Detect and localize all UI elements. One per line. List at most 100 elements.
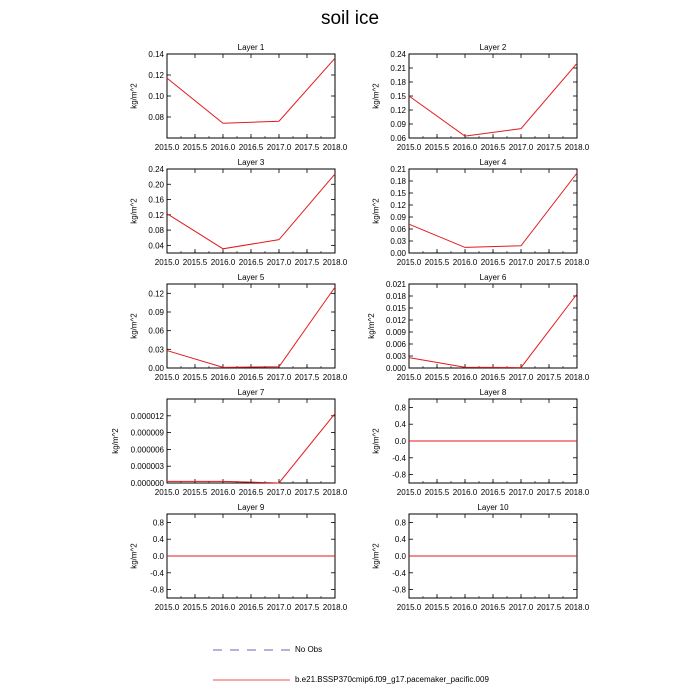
y-tick-label: 0.06 (390, 134, 406, 143)
series-line (408, 293, 578, 369)
x-tick-label: 2015.5 (425, 143, 450, 152)
x-tick-label: 2017.5 (295, 603, 320, 612)
y-tick-label: 0.000 (386, 364, 407, 373)
y-tick-label: 0.06 (390, 225, 406, 234)
y-tick-label: 0.21 (390, 64, 406, 73)
x-tick-label: 2017.0 (509, 373, 534, 382)
x-tick-label: 2017.5 (537, 143, 562, 152)
x-tick-label: 2017.5 (537, 373, 562, 382)
y-tick-label: -0.4 (392, 569, 406, 578)
x-tick-label: 2017.0 (267, 373, 292, 382)
y-tick-label: 0.006 (386, 340, 407, 349)
x-tick-label: 2017.0 (267, 603, 292, 612)
x-tick-label: 2017.5 (537, 488, 562, 497)
x-tick-label: 2015.0 (155, 603, 180, 612)
y-tick-label: 0.21 (390, 165, 406, 174)
x-tick-label: 2018.0 (323, 143, 348, 152)
x-tick-label: 2018.0 (565, 603, 590, 612)
x-tick-label: 2015.0 (397, 143, 422, 152)
series-line (166, 286, 336, 368)
series-line (408, 172, 578, 248)
x-tick-label: 2016.5 (481, 258, 506, 267)
x-tick-label: 2015.5 (183, 488, 208, 497)
y-tick-label: 0.03 (148, 345, 164, 354)
y-axis-label: kg/m^2 (130, 198, 139, 224)
y-tick-label: 0.24 (390, 50, 406, 59)
x-tick-label: 2016.0 (211, 488, 236, 497)
panel-title: Layer 6 (480, 273, 507, 282)
y-tick-label: 0.00 (148, 364, 164, 373)
x-tick-label: 2018.0 (565, 143, 590, 152)
x-tick-label: 2017.5 (295, 488, 320, 497)
plot-frame (408, 283, 578, 369)
y-axis-label: kg/m^2 (111, 428, 120, 454)
x-tick-label: 2017.5 (295, 258, 320, 267)
x-tick-label: 2015.0 (155, 373, 180, 382)
x-tick-label: 2015.0 (397, 603, 422, 612)
x-tick-label: 2016.5 (481, 373, 506, 382)
y-tick-label: 0.24 (148, 165, 164, 174)
x-tick-label: 2015.5 (425, 603, 450, 612)
plot-frame (408, 168, 578, 254)
legend-label-no-obs: No Obs (295, 645, 323, 654)
panel-title: Layer 9 (238, 503, 265, 512)
x-tick-label: 2016.5 (481, 488, 506, 497)
y-tick-label: -0.4 (150, 569, 164, 578)
y-tick-label: 0.015 (386, 304, 407, 313)
x-tick-label: 2016.0 (453, 488, 478, 497)
x-tick-label: 2016.5 (239, 143, 264, 152)
x-tick-label: 2015.0 (155, 143, 180, 152)
x-tick-label: 2015.5 (183, 373, 208, 382)
y-tick-label: 0.20 (148, 180, 164, 189)
x-tick-label: 2015.0 (155, 258, 180, 267)
x-tick-label: 2016.0 (211, 258, 236, 267)
x-tick-label: 2016.0 (211, 143, 236, 152)
y-tick-label: 0.4 (395, 535, 407, 544)
y-tick-label: -0.8 (392, 586, 406, 595)
plot-frame (166, 168, 336, 254)
x-tick-label: 2016.0 (453, 143, 478, 152)
y-tick-label: 0.12 (148, 289, 164, 298)
x-tick-label: 2015.5 (183, 603, 208, 612)
legend-group (213, 649, 290, 681)
y-tick-label: 0.8 (153, 518, 165, 527)
y-tick-label: 0.09 (390, 213, 406, 222)
x-tick-label: 2016.0 (211, 603, 236, 612)
x-tick-label: 2017.0 (267, 143, 292, 152)
y-tick-label: 0.0 (395, 437, 407, 446)
y-tick-label: 0.08 (148, 226, 164, 235)
panel-title: Layer 4 (480, 158, 507, 167)
x-tick-label: 2016.5 (481, 143, 506, 152)
panel-title: Layer 1 (238, 43, 265, 52)
x-tick-label: 2015.5 (425, 373, 450, 382)
y-tick-label: 0.10 (148, 92, 164, 101)
y-tick-label: 0.000003 (131, 462, 165, 471)
series-line (166, 173, 336, 250)
y-tick-label: 0.00 (390, 249, 406, 258)
plot-frame (166, 398, 336, 484)
x-tick-label: 2017.5 (295, 373, 320, 382)
y-tick-label: 0.04 (148, 241, 164, 250)
y-tick-label: 0.000006 (131, 445, 165, 454)
y-tick-label: 0.12 (148, 71, 164, 80)
series-line (166, 57, 336, 124)
series-line (167, 413, 336, 484)
x-tick-label: 2017.0 (267, 258, 292, 267)
x-tick-label: 2015.5 (183, 258, 208, 267)
y-tick-label: 0.4 (395, 420, 407, 429)
y-tick-label: 0.000009 (131, 429, 165, 438)
y-tick-label: 0.8 (395, 403, 407, 412)
x-tick-label: 2018.0 (565, 373, 590, 382)
y-tick-label: 0.18 (390, 78, 406, 87)
legend-label-model-run: b.e21.BSSP370cmip6.f09_g17.pacemaker_pac… (295, 675, 489, 684)
x-tick-label: 2016.0 (211, 373, 236, 382)
y-tick-label: 0.0 (395, 552, 407, 561)
x-tick-label: 2018.0 (323, 603, 348, 612)
x-tick-label: 2017.5 (537, 258, 562, 267)
